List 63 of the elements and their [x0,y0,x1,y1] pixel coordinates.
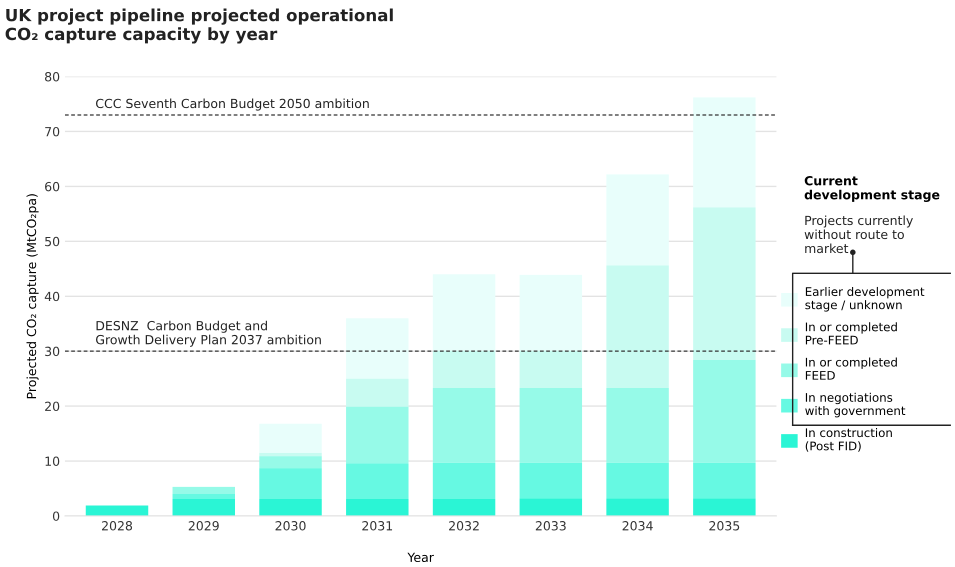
x-tick-label: 2033 [536,521,566,531]
bar [259,452,322,456]
bar [346,406,409,464]
ref-line-label: CCC Seventh Carbon Budget 2050 ambition [96,98,369,111]
bar [520,498,582,516]
bar [520,462,582,498]
bar [259,468,322,499]
y-tick-label: 70 [45,126,60,136]
bar [606,174,669,266]
bar [693,97,756,208]
bar [693,207,756,360]
bar [432,462,496,499]
x-tick-label: 2029 [188,521,219,531]
legend-label: In or completed Pre-FEED [806,322,897,345]
x-axis-title: Year [407,552,434,562]
x-tick-label: 2030 [276,521,306,531]
y-axis-title: Projected CO₂ capture (MtCO₂pa) [26,194,39,398]
bar [172,494,235,499]
y-tick-label: 80 [45,72,60,82]
bar [346,498,409,516]
bar [259,498,322,516]
y-tick-label: 50 [45,236,60,246]
bar [432,388,496,463]
legend-title: Current development stage [804,176,940,202]
bar [259,456,322,468]
ref-line-label: DESNZ Carbon Budget and Growth Delivery Plan 2037 ambition [96,320,321,347]
bar [520,388,582,463]
bar [172,486,235,494]
bar [693,462,756,498]
bar [693,360,756,463]
bar [346,463,409,499]
x-tick-label: 2032 [449,521,479,531]
legend-label: In negotiations with government [805,392,906,418]
x-tick-label: 2034 [622,521,653,531]
y-tick-label: 30 [45,346,60,356]
y-tick-label: 20 [45,402,60,412]
bar [606,498,669,516]
y-tick-label: 40 [44,292,60,302]
bar [432,498,496,516]
legend-label: In or completed FEED [806,357,897,380]
bar [693,498,756,516]
bar [259,424,322,453]
bar [86,506,148,516]
bar [172,498,235,516]
text: Projects currently without route to market [804,215,913,254]
y-tick-label: 10 [46,456,60,466]
y-tick-label: 60 [45,182,60,192]
legend-label: Earlier development stage / unknown [805,286,924,312]
y-tick-label: 0 [52,511,60,521]
bar [606,266,669,388]
x-tick-label: 2028 [102,521,132,531]
x-tick-label: 2031 [362,521,392,531]
bar [520,274,582,351]
legend-label: In construction (Post FID) [806,428,892,452]
bar [346,318,409,379]
x-tick-label: 2035 [709,521,740,531]
bar [432,350,496,388]
chart-title: UK project pipeline projected operational CO₂ capture capacity by year [6,8,393,44]
bar [432,274,496,351]
bar [606,388,669,463]
bar [346,378,409,407]
bar [520,350,582,388]
bar [606,462,669,498]
